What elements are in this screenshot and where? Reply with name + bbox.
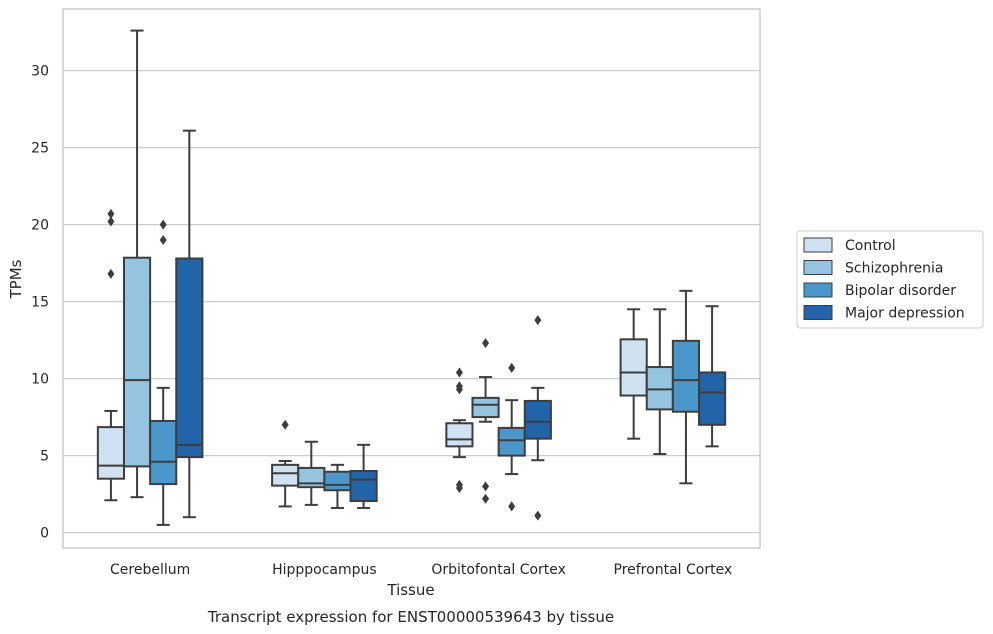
outlier-point <box>482 493 490 504</box>
outlier-point <box>107 208 115 219</box>
box-series-group <box>96 29 727 526</box>
x-tick-label: Orbitofontal Cortex <box>431 562 566 578</box>
box-bipolar-disorder <box>149 219 178 526</box>
legend-label: Bipolar disorder <box>845 283 956 299</box>
y-tick-label: 0 <box>40 526 49 542</box>
box-iqr <box>497 426 526 457</box>
outlier-point <box>508 362 516 373</box>
y-tick-label: 25 <box>31 141 49 157</box>
box-control <box>271 419 300 508</box>
box-major-depression <box>175 129 204 519</box>
legend-label: Major depression <box>845 306 965 322</box>
chart-caption: Transcript expression for ENST0000053964… <box>207 608 614 626</box>
box-major-depression <box>349 443 378 509</box>
box-control <box>445 367 474 493</box>
outlier-point <box>455 367 463 378</box>
outlier-point <box>455 479 463 490</box>
outlier-point <box>455 381 463 392</box>
outlier-point <box>107 216 115 227</box>
box-iqr <box>445 422 474 448</box>
y-tick-label: 20 <box>31 218 49 234</box>
legend-swatch <box>803 260 833 275</box>
outlier-point <box>281 419 289 430</box>
outlier-point <box>534 315 542 326</box>
box-bipolar-disorder <box>671 289 701 485</box>
box-schizophrenia <box>645 308 674 456</box>
y-tick-label: 5 <box>40 449 49 465</box>
box-control <box>619 308 648 440</box>
outlier-point <box>508 501 516 512</box>
outlier-point <box>159 235 167 245</box>
box-iqr <box>523 399 552 440</box>
legend: Control Schizophrenia Bipolar disorder Majo… <box>796 230 984 329</box>
box-major-depression <box>523 315 552 521</box>
outlier-point <box>534 510 542 521</box>
x-tick-label: Hipppocampus <box>272 562 377 578</box>
legend-label: Control <box>845 238 896 254</box>
box-major-depression <box>698 305 727 448</box>
box-iqr <box>149 419 178 486</box>
box-schizophrenia <box>297 440 326 506</box>
plot-area-frame <box>62 8 761 549</box>
outlier-point <box>107 268 115 279</box>
box-iqr <box>271 463 300 487</box>
box-iqr <box>645 366 674 411</box>
box-iqr <box>122 256 152 468</box>
box-iqr <box>671 339 701 413</box>
x-axis-ticks: Cerebellum Hipppocampus Orbitofontal Corte… <box>110 562 732 578</box>
legend-label: Schizophrenia <box>845 261 943 277</box>
box-iqr <box>698 371 727 426</box>
box-iqr <box>175 257 204 459</box>
y-axis-ticks: 0 5 10 15 20 25 30 <box>31 64 49 542</box>
box-schizophrenia <box>471 338 500 504</box>
box-iqr <box>323 470 352 492</box>
x-tick-label: Cerebellum <box>110 562 190 578</box>
box-iqr <box>619 338 648 397</box>
outlier-point <box>482 481 490 492</box>
legend-swatch <box>803 305 833 320</box>
y-tick-label: 10 <box>31 372 49 388</box>
box-iqr <box>349 470 378 503</box>
y-tick-label: 15 <box>31 295 49 311</box>
outlier-point <box>482 338 490 349</box>
y-axis-label: TPMs <box>7 259 25 299</box>
legend-frame <box>796 230 984 329</box>
outlier-point <box>159 219 167 230</box>
box-schizophrenia <box>122 29 152 499</box>
x-tick-label: Prefrontal Cortex <box>614 562 733 578</box>
y-tick-label: 30 <box>31 64 49 80</box>
legend-swatch <box>803 282 833 298</box>
box-bipolar-disorder <box>497 362 526 512</box>
box-iqr <box>96 426 125 480</box>
x-axis-label: Tissue <box>386 581 434 599</box>
box-iqr <box>471 396 500 419</box>
box-control <box>96 208 125 502</box>
box-bipolar-disorder <box>323 463 352 509</box>
legend-swatch <box>803 237 833 253</box>
